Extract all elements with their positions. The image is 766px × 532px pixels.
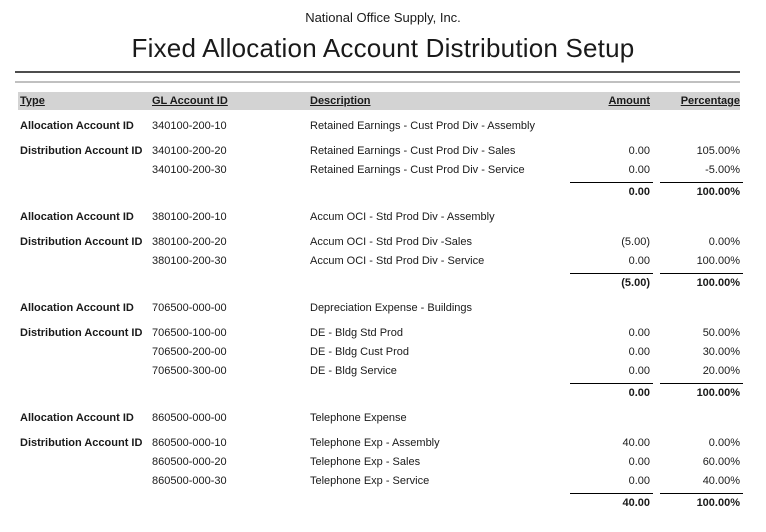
section-total-row: 0.00 100.00% bbox=[18, 383, 743, 403]
row-gl-account-id: 706500-200-00 bbox=[152, 346, 227, 358]
row-description: Telephone Expense bbox=[310, 412, 407, 424]
row-description: Depreciation Expense - Buildings bbox=[310, 302, 473, 314]
row-gl-account-id: 860500-000-20 bbox=[152, 456, 227, 468]
total-percentage: 100.00% bbox=[660, 383, 743, 403]
title-divider-light bbox=[15, 81, 740, 83]
total-amount: 0.00 bbox=[570, 383, 653, 403]
allocation-row: Allocation Account ID 340100-200-10 Reta… bbox=[18, 117, 740, 136]
row-gl-account-id: 340100-200-30 bbox=[152, 164, 227, 176]
row-description: Accum OCI - Std Prod Div -Sales bbox=[310, 236, 472, 248]
distribution-row: Distribution Account ID 706500-100-00 DE… bbox=[18, 324, 740, 343]
report-title: Fixed Allocation Account Distribution Se… bbox=[131, 33, 635, 63]
row-description: Accum OCI - Std Prod Div - Assembly bbox=[310, 211, 495, 223]
row-description: Retained Earnings - Cust Prod Div - Asse… bbox=[310, 120, 535, 132]
row-percentage: 0.00% bbox=[708, 437, 740, 449]
row-description: DE - Bldg Std Prod bbox=[310, 327, 403, 339]
allocation-row: Allocation Account ID 380100-200-10 Accu… bbox=[18, 208, 740, 227]
distribution-row: Distribution Account ID 340100-200-20 Re… bbox=[18, 142, 740, 161]
allocation-row: Allocation Account ID 706500-000-00 Depr… bbox=[18, 299, 740, 318]
total-percentage: 100.00% bbox=[660, 182, 743, 202]
header-type: Type bbox=[20, 95, 45, 107]
section-total-row: 40.00 100.00% bbox=[18, 493, 743, 513]
row-description: Telephone Exp - Service bbox=[310, 475, 430, 487]
total-percentage: 100.00% bbox=[660, 273, 743, 293]
row-percentage: 50.00% bbox=[702, 327, 740, 339]
row-amount: 0.00 bbox=[628, 346, 650, 358]
row-description: Retained Earnings - Cust Prod Div - Serv… bbox=[310, 164, 525, 176]
row-gl-account-id: 706500-000-00 bbox=[152, 302, 227, 314]
row-description: Telephone Exp - Assembly bbox=[310, 437, 440, 449]
row-gl-account-id: 706500-300-00 bbox=[152, 365, 227, 377]
section-total-row: (5.00) 100.00% bbox=[18, 273, 743, 293]
row-percentage: -5.00% bbox=[705, 164, 740, 176]
distribution-row: Distribution Account ID 380100-200-20 Ac… bbox=[18, 233, 740, 252]
row-gl-account-id: 340100-200-20 bbox=[152, 145, 227, 157]
row-gl-account-id: 340100-200-10 bbox=[152, 120, 227, 132]
row-gl-account-id: 380100-200-20 bbox=[152, 236, 227, 248]
row-description: DE - Bldg Cust Prod bbox=[310, 346, 410, 358]
row-gl-account-id: 380100-200-10 bbox=[152, 211, 227, 223]
distribution-row: 706500-200-00 DE - Bldg Cust Prod 0.00 3… bbox=[18, 343, 740, 362]
row-description: Telephone Exp - Sales bbox=[310, 456, 421, 468]
total-amount: 40.00 bbox=[570, 493, 653, 513]
row-amount: (5.00) bbox=[621, 236, 650, 248]
header-percentage: Percentage bbox=[680, 95, 740, 107]
row-gl-account-id: 860500-000-30 bbox=[152, 475, 227, 487]
row-gl-account-id: 380100-200-30 bbox=[152, 255, 227, 267]
distribution-row: Distribution Account ID 860500-000-10 Te… bbox=[18, 434, 740, 453]
row-type-label: Distribution Account ID bbox=[20, 327, 143, 339]
row-amount: 0.00 bbox=[628, 255, 650, 267]
row-description: DE - Bldg Service bbox=[310, 365, 397, 377]
row-percentage: 40.00% bbox=[702, 475, 740, 487]
row-gl-account-id: 706500-100-00 bbox=[152, 327, 227, 339]
distribution-row: 380100-200-30 Accum OCI - Std Prod Div -… bbox=[18, 252, 740, 271]
row-type-label: Distribution Account ID bbox=[20, 437, 143, 449]
row-type-label: Distribution Account ID bbox=[20, 145, 143, 157]
header-description: Description bbox=[310, 95, 371, 107]
row-gl-account-id: 860500-000-00 bbox=[152, 412, 227, 424]
row-percentage: 60.00% bbox=[702, 456, 740, 468]
row-description: Retained Earnings - Cust Prod Div - Sale… bbox=[310, 145, 516, 157]
row-description: Accum OCI - Std Prod Div - Service bbox=[310, 255, 485, 267]
row-amount: 0.00 bbox=[628, 475, 650, 487]
row-amount: 0.00 bbox=[628, 456, 650, 468]
row-amount: 0.00 bbox=[628, 327, 650, 339]
row-percentage: 30.00% bbox=[702, 346, 740, 358]
row-amount: 0.00 bbox=[628, 145, 650, 157]
row-type-label: Allocation Account ID bbox=[20, 302, 134, 314]
allocation-row: Allocation Account ID 860500-000-00 Tele… bbox=[18, 409, 740, 428]
header-gl-account-id: GL Account ID bbox=[152, 95, 228, 107]
table-header-row: Type GL Account ID Description Amount Pe… bbox=[18, 92, 740, 110]
distribution-row: 860500-000-20 Telephone Exp - Sales 0.00… bbox=[18, 453, 740, 472]
header-amount: Amount bbox=[608, 95, 650, 107]
section-total-row: 0.00 100.00% bbox=[18, 182, 743, 202]
total-amount: (5.00) bbox=[570, 273, 653, 293]
row-amount: 40.00 bbox=[622, 437, 650, 449]
row-type-label: Distribution Account ID bbox=[20, 236, 143, 248]
total-percentage: 100.00% bbox=[660, 493, 743, 513]
distribution-row: 860500-000-30 Telephone Exp - Service 0.… bbox=[18, 472, 740, 491]
distribution-row: 706500-300-00 DE - Bldg Service 0.00 20.… bbox=[18, 362, 740, 381]
distribution-row: 340100-200-30 Retained Earnings - Cust P… bbox=[18, 161, 740, 180]
row-gl-account-id: 860500-000-10 bbox=[152, 437, 227, 449]
row-percentage: 105.00% bbox=[696, 145, 740, 157]
title-divider-dark bbox=[15, 71, 740, 73]
row-amount: 0.00 bbox=[628, 164, 650, 176]
table-body: Allocation Account ID 340100-200-10 Reta… bbox=[18, 110, 743, 513]
row-type-label: Allocation Account ID bbox=[20, 412, 134, 424]
row-type-label: Allocation Account ID bbox=[20, 211, 134, 223]
row-type-label: Allocation Account ID bbox=[20, 120, 134, 132]
row-amount: 0.00 bbox=[628, 365, 650, 377]
row-percentage: 20.00% bbox=[702, 365, 740, 377]
row-percentage: 100.00% bbox=[696, 255, 740, 267]
row-percentage: 0.00% bbox=[708, 236, 740, 248]
company-name: National Office Supply, Inc. bbox=[305, 10, 461, 25]
total-amount: 0.00 bbox=[570, 182, 653, 202]
